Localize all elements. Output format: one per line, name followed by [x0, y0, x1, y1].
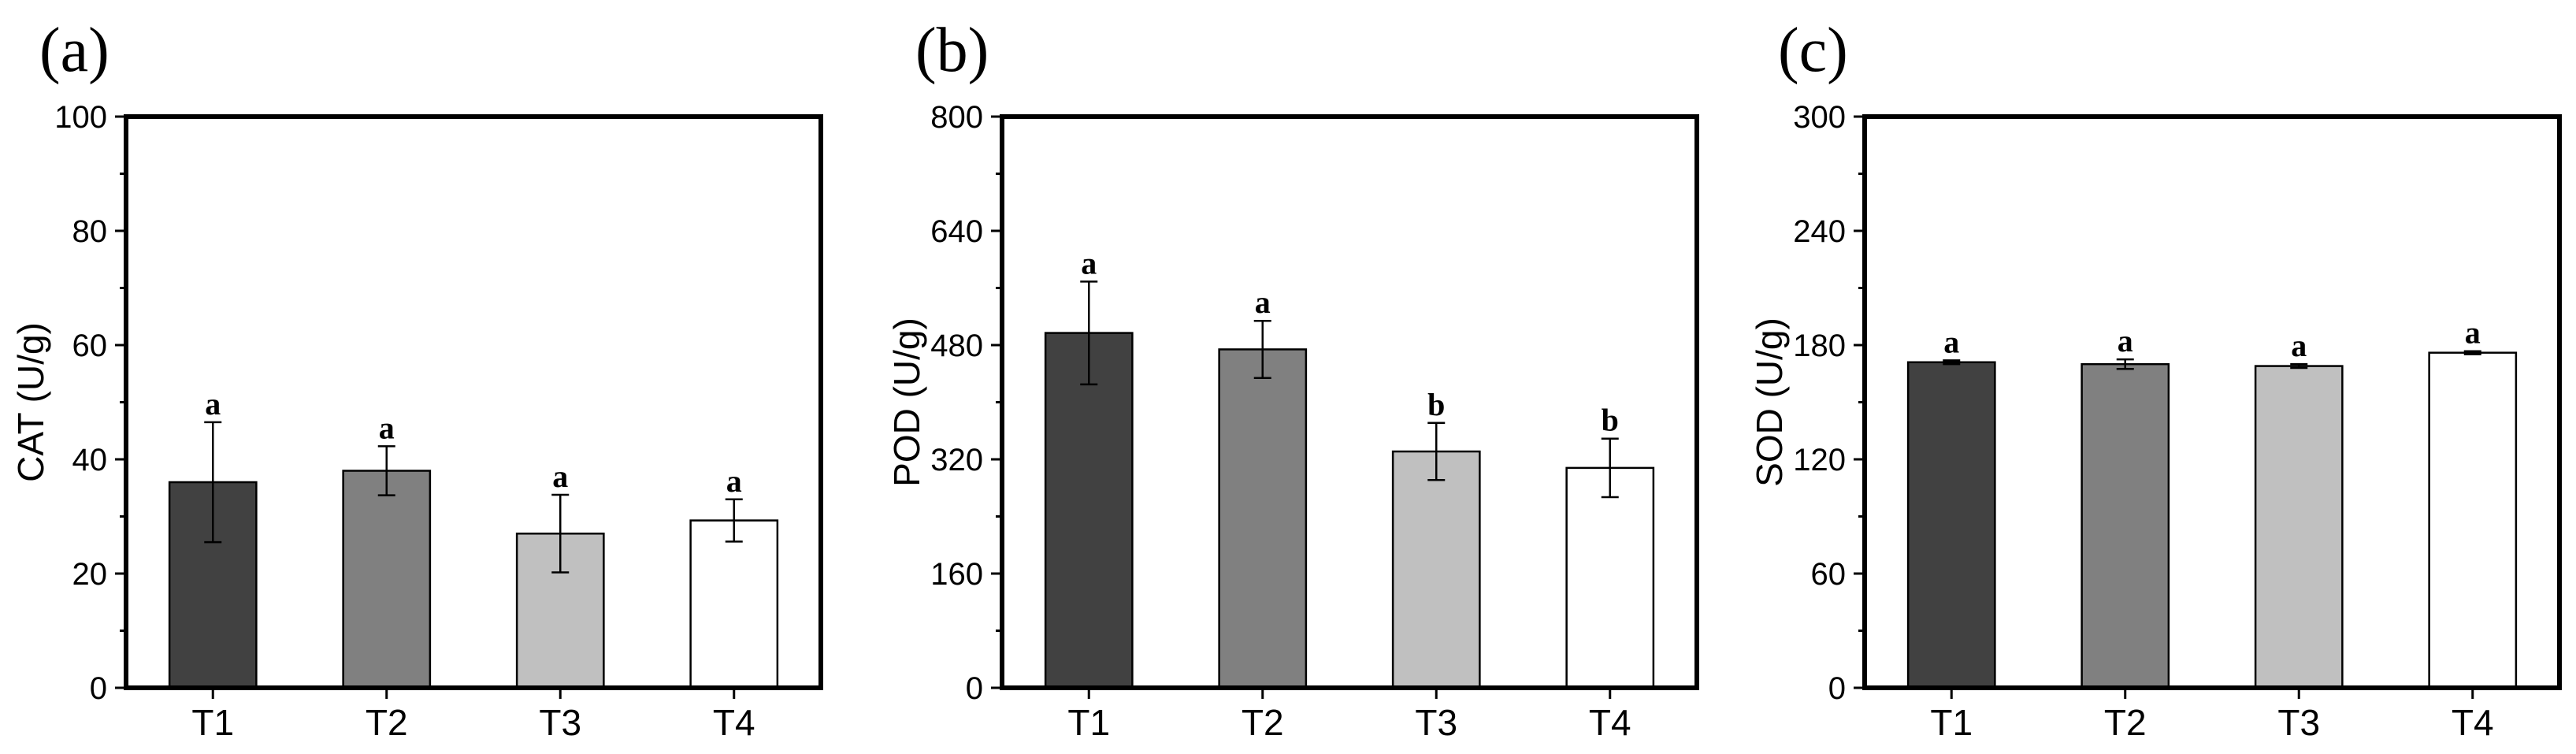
bar-t2: [342, 470, 432, 689]
y-tick-label: 60: [1811, 557, 1847, 592]
x-tick-label: T2: [1242, 702, 1284, 743]
chart-panel-b: (b) POD (U/g) 0 160 320 480 640 800 a T1 a T2 b T3 b T4: [886, 16, 1699, 743]
significance-label: a: [1081, 245, 1097, 280]
error-bar-t3: [551, 493, 570, 574]
y-tick-label: 320: [930, 443, 983, 477]
x-tick-label: T4: [1589, 702, 1631, 743]
y-tick-label: 300: [1793, 100, 1846, 135]
y-tick-label: 60: [72, 329, 108, 363]
panel-label: (c): [1778, 16, 1848, 85]
plot-frame: [1000, 114, 1699, 690]
y-tick-label: 240: [1793, 214, 1846, 249]
chart-panel-c: (c) SOD (U/g) 0 60 120 180 240 300 a T1 a T2 a T3 a T4: [1749, 16, 2562, 743]
y-tick-label: 640: [930, 214, 983, 249]
bar-t2: [2080, 362, 2170, 689]
x-tick-label: T3: [539, 702, 581, 743]
error-bar-t4: [725, 498, 743, 543]
bar-t4: [2428, 351, 2518, 689]
significance-label: a: [2465, 315, 2481, 351]
error-bar-t4: [2463, 350, 2481, 355]
bar-t3: [1391, 450, 1481, 689]
panel-label: (b): [915, 16, 989, 85]
bar-t4: [689, 519, 779, 689]
y-tick-label: 180: [1793, 329, 1846, 363]
significance-label: b: [1427, 387, 1445, 422]
significance-label: a: [379, 410, 395, 445]
error-bar-t1: [1080, 280, 1098, 386]
y-tick-label: 120: [1793, 443, 1846, 477]
y-axis-title: CAT (U/g): [10, 322, 51, 482]
bar-t1: [1906, 361, 1996, 689]
y-axis-title: POD (U/g): [886, 318, 927, 487]
significance-label: a: [726, 463, 742, 499]
significance-label: b: [1602, 403, 1619, 438]
y-tick-label: 20: [72, 557, 108, 592]
plot-frame: [124, 114, 823, 690]
error-bar-t1: [204, 421, 222, 544]
panel-label: (a): [39, 16, 109, 85]
significance-label: a: [205, 386, 221, 422]
x-tick-label: T4: [2452, 702, 2494, 743]
y-tick-label: 160: [930, 557, 983, 592]
x-tick-label: T1: [1930, 702, 1973, 743]
bar-t4: [1565, 466, 1655, 689]
y-tick-label: 480: [930, 329, 983, 363]
error-bar-t2: [2116, 358, 2134, 370]
y-tick-label: 0: [90, 671, 107, 706]
bar-t1: [1044, 332, 1134, 689]
significance-label: a: [2118, 323, 2133, 358]
y-axis-title: SOD (U/g): [1749, 318, 1790, 487]
x-tick-label: T3: [2277, 702, 2320, 743]
y-tick-label: 80: [72, 214, 108, 249]
error-bar-t2: [1253, 319, 1271, 379]
significance-label: a: [1943, 324, 1959, 359]
significance-label: a: [552, 459, 568, 494]
x-tick-label: T3: [1415, 702, 1457, 743]
error-bar-t1: [1943, 359, 1961, 366]
error-bar-t4: [1601, 437, 1619, 499]
chart-panel-a: (a) CAT (U/g) 0 20 40 60 80 100 a T1 a T2 a T3 a T4: [10, 16, 823, 743]
significance-label: a: [2291, 328, 2307, 363]
error-bar-t3: [2290, 362, 2308, 370]
y-tick-label: 100: [54, 100, 107, 135]
x-tick-label: T1: [1067, 702, 1110, 743]
bar-t3: [2254, 365, 2344, 689]
y-tick-label: 0: [1828, 671, 1846, 706]
x-tick-label: T2: [2104, 702, 2147, 743]
x-tick-label: T1: [191, 702, 234, 743]
error-bar-t3: [1427, 422, 1446, 481]
x-tick-label: T2: [366, 702, 408, 743]
significance-label: a: [1255, 284, 1271, 320]
bar-t2: [1218, 348, 1308, 689]
plot-frame: [1862, 114, 2562, 690]
y-tick-label: 0: [966, 671, 983, 706]
error-bar-t2: [377, 445, 395, 496]
y-tick-label: 40: [72, 443, 108, 477]
x-tick-label: T4: [713, 702, 755, 743]
y-tick-label: 800: [930, 100, 983, 135]
